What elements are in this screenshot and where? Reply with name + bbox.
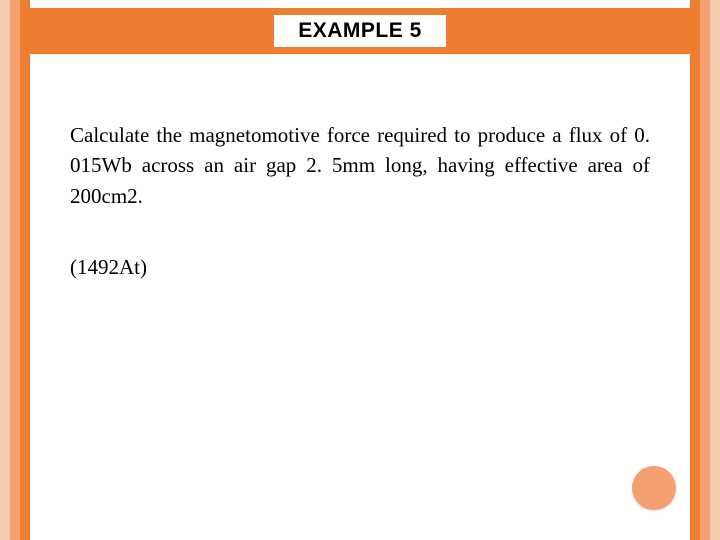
content-area: Calculate the magnetomotive force requir… xyxy=(70,120,650,280)
right-stripe-outer xyxy=(710,0,720,540)
right-stripe-inner xyxy=(690,0,700,540)
left-stripe-inner xyxy=(20,0,30,540)
right-stripe-mid xyxy=(700,0,710,540)
slide-title: EXAMPLE 5 xyxy=(274,15,446,47)
corner-circle-decoration xyxy=(632,466,676,510)
answer-text: (1492At) xyxy=(70,255,650,280)
title-bar: EXAMPLE 5 xyxy=(30,8,690,54)
left-stripe-outer xyxy=(0,0,10,540)
left-stripe-mid xyxy=(10,0,20,540)
problem-text: Calculate the magnetomotive force requir… xyxy=(70,120,650,211)
